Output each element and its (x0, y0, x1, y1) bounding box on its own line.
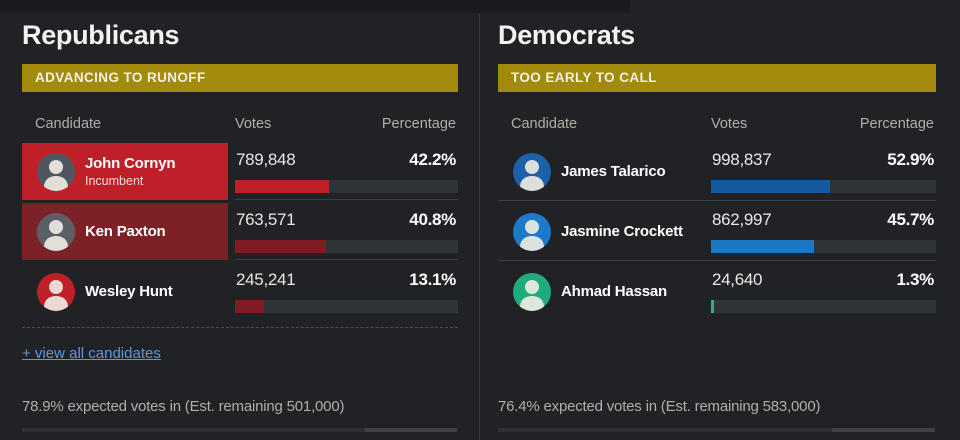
candidate-avatar (37, 152, 75, 191)
party-title: Democrats (498, 20, 635, 50)
percentage-value: 40.8% (409, 210, 456, 229)
percentage-bar-track (235, 240, 458, 253)
race-status-banner: ADVANCING TO RUNOFF (22, 64, 458, 92)
candidate-avatar (37, 272, 75, 311)
candidate-cell: Wesley Hunt (22, 263, 228, 320)
party-title: Republicans (22, 20, 180, 50)
votes-value: 763,571 (236, 210, 296, 229)
candidate-name-block: Jasmine Crockett (561, 223, 683, 240)
expected-votes-text: 76.4% expected votes in (Est. remaining … (498, 398, 821, 415)
race-status-banner: TOO EARLY TO CALL (498, 64, 936, 92)
candidate-cell: Ken Paxton (22, 203, 228, 260)
reporting-progress-fill (22, 428, 366, 432)
candidate-cell: James Talarico (498, 143, 704, 200)
votes-cell: 789,848 42.2% (235, 143, 458, 200)
reporting-progress-track (22, 428, 457, 432)
table-row: Ahmad Hassan 24,640 1.3% (498, 263, 936, 320)
votes-value: 24,640 (712, 270, 763, 289)
reporting-progress-fill (498, 428, 832, 432)
column-headers: Candidate Votes Percentage (22, 116, 458, 138)
votes-cell: 245,241 13.1% (235, 263, 458, 320)
percentage-bar-track (711, 300, 936, 313)
percentage-bar-track (235, 180, 458, 193)
candidate-name: Wesley Hunt (85, 283, 173, 300)
column-header-votes: Votes (711, 116, 748, 132)
candidate-name-block: Wesley Hunt (85, 283, 173, 300)
republicans-panel: Republicans ADVANCING TO RUNOFF Candidat… (22, 0, 458, 440)
top-dark-band (0, 0, 630, 13)
table-row: James Talarico 998,837 52.9% (498, 143, 936, 201)
candidate-name: Ahmad Hassan (561, 283, 667, 300)
democrats-panel: Democrats TOO EARLY TO CALL Candidate Vo… (498, 0, 936, 440)
candidate-cell: Jasmine Crockett (498, 203, 704, 260)
candidate-name-block: James Talarico (561, 163, 666, 180)
percentage-bar-track (711, 180, 936, 193)
votes-cell: 763,571 40.8% (235, 203, 458, 260)
table-row: Jasmine Crockett 862,997 45.7% (498, 203, 936, 261)
candidate-name-block: Ahmad Hassan (561, 283, 667, 300)
percentage-bar-track (711, 240, 936, 253)
expected-votes-text: 78.9% expected votes in (Est. remaining … (22, 398, 345, 415)
percentage-bar-fill (711, 240, 814, 253)
percentage-value: 13.1% (409, 270, 456, 289)
votes-cell: 862,997 45.7% (711, 203, 936, 260)
percentage-bar-fill (711, 300, 714, 313)
percentage-value: 52.9% (887, 150, 934, 169)
candidate-name-block: John Cornyn Incumbent (85, 154, 176, 189)
table-row: Ken Paxton 763,571 40.8% (22, 203, 458, 260)
table-row: John Cornyn Incumbent 789,848 42.2% (22, 143, 458, 200)
column-header-candidate: Candidate (511, 116, 578, 132)
percentage-bar-fill (235, 240, 326, 253)
candidate-cell: Ahmad Hassan (498, 263, 704, 320)
candidate-avatar (513, 152, 551, 191)
votes-value: 862,997 (712, 210, 772, 229)
percentage-bar-fill (235, 180, 330, 193)
votes-cell: 998,837 52.9% (711, 143, 936, 200)
candidate-name: John Cornyn (85, 154, 176, 172)
column-header-votes: Votes (235, 116, 272, 132)
candidate-subtitle: Incumbent (85, 173, 144, 188)
percentage-value: 45.7% (887, 210, 934, 229)
candidate-name: James Talarico (561, 163, 666, 180)
votes-value: 245,241 (236, 270, 296, 289)
panel-divider (479, 14, 480, 440)
candidate-rows: James Talarico 998,837 52.9% (498, 143, 936, 323)
candidate-cell: John Cornyn Incumbent (22, 143, 228, 200)
percentage-bar-fill (711, 180, 831, 193)
votes-cell: 24,640 1.3% (711, 263, 936, 320)
table-row: Wesley Hunt 245,241 13.1% (22, 263, 458, 320)
candidate-avatar (37, 212, 75, 251)
view-all-candidates-link[interactable]: + view all candidates (22, 345, 161, 362)
votes-value: 998,837 (712, 150, 772, 169)
column-header-percentage: Percentage (859, 116, 934, 132)
column-header-candidate: Candidate (35, 116, 102, 132)
candidate-name-block: Ken Paxton (85, 223, 166, 240)
candidate-avatar (513, 272, 551, 311)
dashed-separator (22, 327, 458, 328)
candidate-avatar (513, 212, 551, 251)
column-header-percentage: Percentage (381, 116, 456, 132)
votes-value: 789,848 (236, 150, 296, 169)
percentage-value: 42.2% (409, 150, 456, 169)
percentage-bar-fill (235, 300, 265, 313)
reporting-progress-track (498, 428, 935, 432)
percentage-bar-track (235, 300, 458, 313)
percentage-value: 1.3% (896, 270, 934, 289)
candidate-name: Ken Paxton (85, 223, 166, 240)
candidate-rows: John Cornyn Incumbent 789,848 42.2% (22, 143, 458, 323)
column-headers: Candidate Votes Percentage (498, 116, 936, 138)
candidate-name: Jasmine Crockett (561, 223, 683, 240)
